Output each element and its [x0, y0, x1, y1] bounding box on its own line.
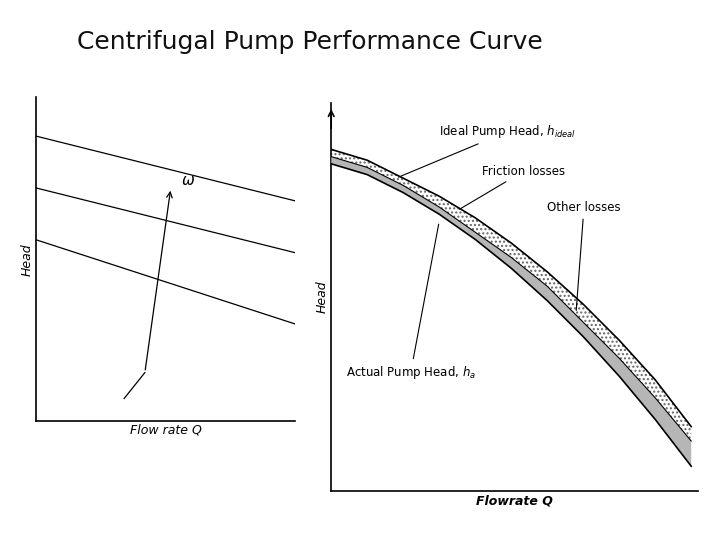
Text: Actual Pump Head, $h_a$: Actual Pump Head, $h_a$ — [346, 224, 476, 381]
X-axis label: Flowrate Q: Flowrate Q — [477, 494, 553, 507]
X-axis label: Flow rate Q: Flow rate Q — [130, 424, 202, 437]
Text: Friction losses: Friction losses — [459, 165, 565, 209]
Text: $\omega$: $\omega$ — [181, 173, 195, 188]
Y-axis label: Head: Head — [315, 281, 328, 313]
Text: Centrifugal Pump Performance Curve: Centrifugal Pump Performance Curve — [77, 30, 542, 53]
Text: Ideal Pump Head, $h_{ideal}$: Ideal Pump Head, $h_{ideal}$ — [399, 123, 576, 177]
Text: Other losses: Other losses — [547, 200, 621, 310]
Y-axis label: Head: Head — [20, 243, 33, 275]
